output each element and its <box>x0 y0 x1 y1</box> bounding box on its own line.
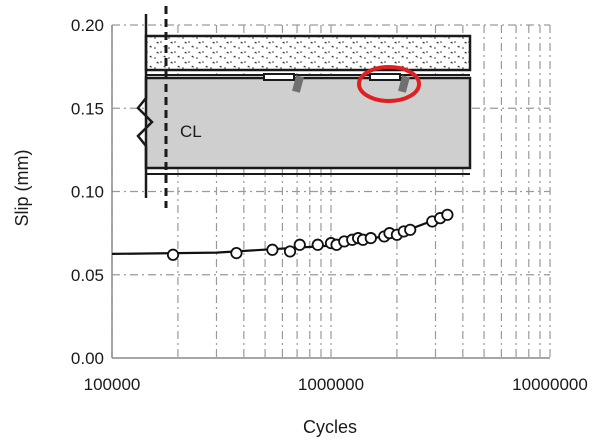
section-inset: CL <box>136 6 472 208</box>
tick-labels: 0.00 0.05 0.10 0.15 0.20 100000 1000000 1000000… <box>71 16 588 394</box>
inset-break-line <box>136 14 154 198</box>
data-point <box>166 248 180 261</box>
y-tick-label: 0.20 <box>71 16 104 35</box>
data-point <box>293 238 306 251</box>
data-point <box>266 243 279 256</box>
x-tick-label: 1000000 <box>298 375 364 394</box>
centerline-label: CL <box>180 122 202 141</box>
data-point <box>404 223 417 236</box>
shear-connector-right <box>369 73 410 93</box>
y-tick-label: 0.10 <box>71 183 104 202</box>
data-point <box>441 208 454 221</box>
inset-slab <box>144 34 472 72</box>
data-point <box>283 245 297 258</box>
data-point <box>311 238 324 251</box>
data-point <box>364 232 377 245</box>
x-axis-title: Cycles <box>303 417 357 437</box>
x-tick-label: 100000 <box>84 375 141 394</box>
y-axis-title: Slip (mm) <box>12 150 32 227</box>
y-tick-label: 0.15 <box>71 99 104 118</box>
y-tick-label: 0.05 <box>71 266 104 285</box>
y-tick-label: 0.00 <box>71 349 104 368</box>
highlight-ring <box>357 65 421 103</box>
data-series <box>111 208 454 261</box>
x-tick-label: 10000000 <box>512 375 588 394</box>
data-point <box>230 247 243 260</box>
shear-connector-left <box>263 73 304 93</box>
axes <box>111 25 550 359</box>
